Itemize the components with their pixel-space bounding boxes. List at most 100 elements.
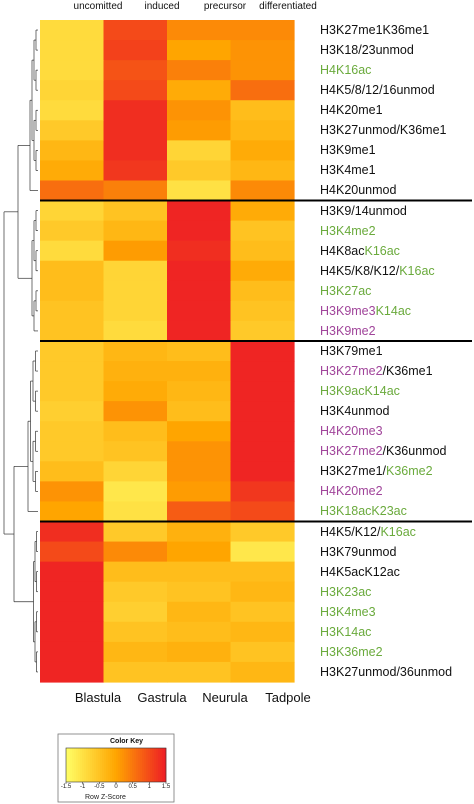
heatmap-cell-r21-c2 (103, 421, 168, 442)
color-key-swatch-3 (70, 748, 73, 782)
color-key-swatch-14 (92, 748, 95, 782)
row-label-8-segment-1: H3K4me1 (320, 163, 376, 178)
heatmap-cell-r11-c2 (103, 220, 168, 242)
row-label-15-segment-1: H3K9me3 (320, 303, 376, 318)
column-label-gastrula: Gastrula (137, 690, 187, 705)
heatmap-cell-r29-c2 (103, 581, 168, 603)
heatmap-cell-r2-c1 (40, 40, 105, 61)
row-label-19-segment-1: H3K9acK14ac (320, 384, 400, 399)
heatmap-cell-r23-c2 (103, 461, 168, 482)
heatmap-cell-r27-c1 (40, 541, 105, 563)
color-key-swatch-47 (158, 748, 161, 782)
heatmap-cell-r11-c3 (167, 220, 232, 242)
row-label-32-segment-1: H3K36me2 (320, 644, 383, 659)
heatmap-cell-r24-c3 (167, 481, 232, 503)
heatmap-cell-r24-c1 (40, 481, 105, 503)
row-label-33: H3K27unmod/36unmod (320, 662, 452, 682)
row-label-30: H3K4me3 (320, 602, 376, 622)
heatmap-cell-r15-c1 (40, 300, 105, 322)
row-label-23: H3K27me1/K36me2 (320, 461, 433, 481)
color-key-swatch-16 (96, 748, 99, 782)
heatmap-cell-r16-c1 (40, 320, 105, 342)
color-key-swatch-7 (78, 748, 81, 782)
column-top-label-3: precursor (203, 1, 247, 12)
row-label-12-segment-2: K16ac (364, 243, 400, 258)
color-key-swatch-11 (86, 748, 89, 782)
heatmap-cell-r31-c1 (40, 621, 105, 643)
row-label-11: H3K4me2 (320, 221, 376, 241)
heatmap-cell-r26-c2 (103, 521, 168, 543)
heatmap-cell-r1-c1 (40, 20, 105, 41)
heatmap-cell-r7-c2 (103, 140, 168, 162)
heatmap-cell-r26-c3 (167, 521, 232, 543)
color-key-title: Color Key (110, 738, 144, 745)
row-label-20: H3K4unmod (320, 401, 390, 421)
heatmap-cell-r4-c4 (230, 80, 295, 101)
color-key-swatch-32 (128, 748, 131, 782)
heatmap-cell-r18-c1 (40, 361, 105, 382)
color-key-swatch-6 (76, 748, 79, 782)
heatmap-cell-r4-c3 (167, 80, 232, 101)
row-label-3-segment-1: H4K16ac (320, 63, 372, 78)
heatmap-cell-r22-c1 (40, 441, 105, 462)
color-key-swatch-35 (134, 748, 137, 782)
heatmap-cell-r32-c1 (40, 641, 105, 663)
heatmap-cell-r33-c2 (103, 661, 168, 683)
color-key-tick-label-1: -1.5 (60, 784, 72, 790)
row-label-12-segment-1: H4K8ac (320, 243, 365, 258)
color-key-swatch-25 (114, 748, 117, 782)
color-key-swatch-43 (150, 748, 153, 782)
heatmap-cell-r26-c1 (40, 521, 105, 543)
color-key-swatch-22 (108, 748, 111, 782)
color-key-swatch-26 (116, 748, 119, 782)
heatmap-cell-r8-c4 (230, 160, 295, 182)
heatmap-cell-r33-c1 (40, 661, 105, 683)
row-label-9-segment-1: H4K20unmod (320, 183, 397, 198)
heatmap-cell-r13-c2 (103, 260, 168, 282)
heatmap-cell-r27-c2 (103, 541, 168, 563)
color-key-swatch-37 (138, 748, 141, 782)
heatmap-cell-r1-c2 (103, 20, 168, 41)
heatmap-cell-r9-c3 (167, 180, 232, 202)
row-label-28-segment-1: H4K5acK12ac (320, 564, 400, 579)
heatmap-cell-r5-c3 (167, 100, 232, 121)
row-label-33-segment-1: H3K27unmod/36unmod (320, 664, 453, 679)
heatmap-cell-r12-c1 (40, 240, 105, 262)
heatmap-cell-r6-c3 (167, 120, 232, 141)
heatmap-cell-r9-c1 (40, 180, 105, 202)
row-label-16: H3K9me2 (320, 321, 376, 341)
heatmap-cell-r18-c3 (167, 361, 232, 382)
column-label-blastula: Blastula (74, 690, 122, 705)
heatmap-cell-r32-c2 (103, 641, 168, 663)
row-label-10-segment-1: H3K9/14unmod (320, 203, 407, 218)
row-label-21: H4K20me3 (320, 421, 383, 441)
color-key-swatch-42 (148, 748, 151, 782)
color-key-swatch-41 (146, 748, 149, 782)
color-key-swatch-49 (162, 748, 165, 782)
heatmap-cell-r31-c3 (167, 621, 232, 643)
row-label-1: H3K27me1K36me1 (320, 20, 429, 40)
row-label-25-segment-1: H3K18acK23ac (320, 504, 407, 519)
row-label-13-segment-1: H4K5/K8/K12/ (320, 263, 400, 278)
color-key-swatch-39 (142, 748, 145, 782)
heatmap-cell-r14-c4 (230, 280, 295, 302)
heatmap-cell-r3-c1 (40, 60, 105, 81)
heatmap-cell-r5-c4 (230, 100, 295, 121)
heatmap-cell-r33-c4 (230, 661, 295, 683)
heatmap-cell-r21-c3 (167, 421, 232, 442)
color-key-swatch-17 (98, 748, 101, 782)
row-label-7: H3K9me1 (320, 140, 376, 160)
heatmap-cell-r23-c1 (40, 461, 105, 482)
color-key-swatch-19 (102, 748, 105, 782)
heatmap-cell-r25-c1 (40, 501, 105, 523)
heatmap-cell-r19-c2 (103, 381, 168, 402)
heatmap-cell-r12-c4 (230, 240, 295, 262)
heatmap-cell-r9-c2 (103, 180, 168, 202)
color-key-swatch-5 (74, 748, 77, 782)
heatmap-cell-r29-c3 (167, 581, 232, 603)
heatmap-cell-r13-c4 (230, 260, 295, 282)
row-label-7-segment-1: H3K9me1 (320, 143, 376, 158)
heatmap-cell-r30-c1 (40, 601, 105, 623)
row-label-28: H4K5acK12ac (320, 562, 400, 582)
